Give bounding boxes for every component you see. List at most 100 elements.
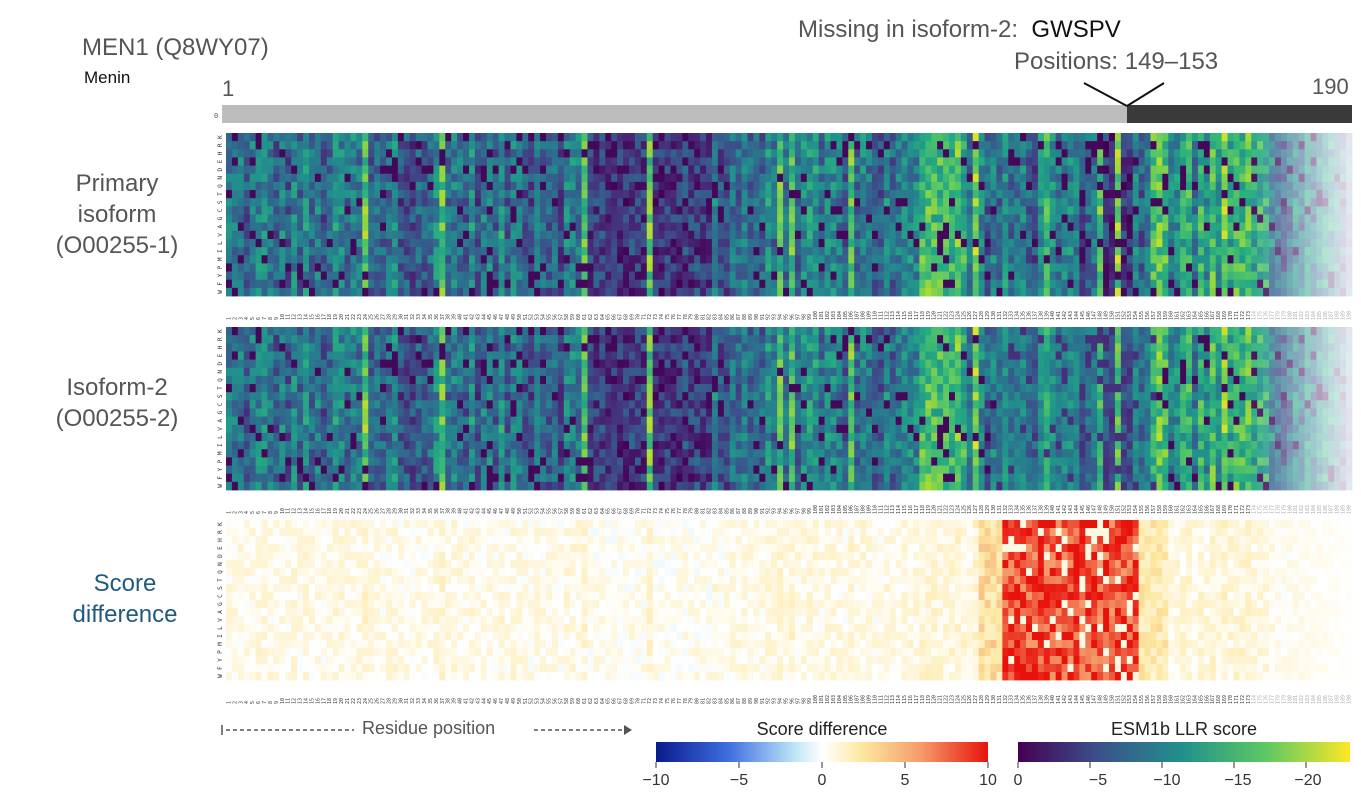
- heatmap-cell: [1274, 287, 1282, 297]
- heatmap-cell: [771, 287, 778, 297]
- heatmap-cell: [670, 263, 677, 272]
- heatmap-cell: [1043, 359, 1051, 369]
- heatmap-cell: [303, 359, 310, 369]
- heatmap-cell: [581, 263, 588, 272]
- heatmap-cell: [700, 149, 707, 158]
- heatmap-cell: [510, 190, 517, 199]
- heatmap-cell: [433, 359, 440, 369]
- heatmap-cell: [1233, 335, 1240, 344]
- heatmap-cell: [1120, 214, 1128, 224]
- heatmap-cell: [1162, 181, 1169, 191]
- heatmap-cell: [623, 343, 630, 352]
- residue-tick-label: 170: [1228, 311, 1234, 320]
- heatmap-cell: [1304, 327, 1311, 336]
- heatmap-cell: [1138, 343, 1145, 352]
- heatmap-cell: [1043, 247, 1051, 256]
- heatmap-cell: [611, 157, 618, 166]
- heatmap-cell: [486, 238, 494, 248]
- residue-tick-label: 9: [274, 317, 280, 320]
- heatmap-cell: [314, 287, 322, 297]
- heatmap-cell: [866, 157, 873, 166]
- heatmap-cell: [789, 141, 796, 150]
- heatmap-cell: [504, 181, 511, 191]
- heatmap-cell: [990, 335, 997, 344]
- heatmap-cell: [907, 327, 914, 336]
- heatmap-cell: [380, 198, 387, 207]
- heatmap-cell: [913, 173, 920, 183]
- heatmap-cell: [546, 359, 553, 369]
- heatmap-cell: [729, 157, 737, 166]
- heatmap-cell: [445, 181, 452, 191]
- heatmap-cell: [356, 247, 363, 256]
- heatmap-cell: [1316, 351, 1323, 360]
- heatmap-cell: [646, 271, 654, 281]
- heatmap-cell: [676, 222, 683, 232]
- heatmap-cell: [338, 343, 345, 352]
- heatmap-cell: [1014, 351, 1021, 360]
- heatmap-cell: [954, 173, 962, 183]
- heatmap-cell: [237, 165, 245, 175]
- heatmap-cell: [231, 287, 239, 297]
- heatmap-cell: [960, 335, 968, 344]
- heatmap-cell: [783, 359, 790, 369]
- heatmap-cell: [368, 157, 375, 166]
- heatmap-cell: [1020, 190, 1027, 199]
- heatmap-cell: [978, 287, 985, 297]
- heatmap-cell: [919, 327, 926, 336]
- heatmap-cell: [1186, 359, 1193, 369]
- heatmap-cell: [700, 238, 707, 248]
- heatmap-cell: [599, 165, 606, 175]
- heatmap-cell: [640, 335, 648, 344]
- heatmap-cell: [291, 181, 298, 191]
- heatmap-cell: [783, 181, 790, 191]
- heatmap-cell: [735, 149, 742, 158]
- heatmap-cell: [1168, 157, 1175, 166]
- heatmap-cell: [617, 271, 624, 281]
- heatmap-cell: [1174, 238, 1181, 248]
- heatmap-cell: [877, 351, 885, 360]
- heatmap-cell: [1310, 157, 1317, 166]
- heatmap-cell: [1138, 214, 1145, 224]
- heatmap-cell: [504, 351, 511, 360]
- heatmap-cell: [332, 255, 339, 264]
- heatmap-cell: [445, 214, 452, 224]
- heatmap-cell: [907, 206, 914, 215]
- heatmap-cell: [1150, 190, 1157, 199]
- heatmap-cell: [646, 327, 654, 336]
- heatmap-cell: [925, 198, 932, 207]
- isoform2-label-line2: (O00255-2): [55, 405, 179, 432]
- heatmap-cell: [925, 214, 932, 224]
- heatmap-cell: [972, 287, 980, 297]
- heatmap-cell: [551, 198, 559, 207]
- residue-tick-label: 21: [345, 314, 351, 320]
- heatmap-cell: [966, 133, 974, 142]
- heatmap-cell: [1221, 165, 1228, 175]
- heatmap-cell: [866, 359, 873, 369]
- heatmap-cell: [1073, 173, 1080, 183]
- heatmap-cell: [688, 206, 695, 215]
- heatmap-cell: [344, 198, 351, 207]
- heatmap-cell: [1209, 327, 1217, 336]
- heatmap-cell: [676, 343, 683, 352]
- heatmap-cell: [1191, 165, 1199, 175]
- heatmap-cell: [806, 157, 814, 166]
- residue-tick-label: 82: [707, 314, 713, 320]
- heatmap-cell: [338, 206, 345, 215]
- heatmap-cell: [498, 247, 505, 256]
- heatmap-cell: [528, 157, 535, 166]
- heatmap-cell: [1150, 287, 1157, 297]
- heatmap-cell: [510, 238, 517, 248]
- heatmap-cell: [1340, 198, 1347, 207]
- heatmap-cell: [783, 214, 790, 224]
- heatmap-cell: [1037, 247, 1045, 256]
- heatmap-cell: [237, 343, 245, 352]
- heatmap-cell: [954, 335, 962, 344]
- heatmap-cell: [249, 359, 257, 369]
- heatmap-cell: [326, 271, 334, 281]
- heatmap-cell: [824, 149, 831, 158]
- heatmap-cell: [676, 238, 683, 248]
- heatmap-cell: [954, 133, 962, 142]
- heatmap-cell: [628, 247, 636, 256]
- heatmap-cell: [1073, 230, 1080, 240]
- heatmap-cell: [854, 222, 861, 232]
